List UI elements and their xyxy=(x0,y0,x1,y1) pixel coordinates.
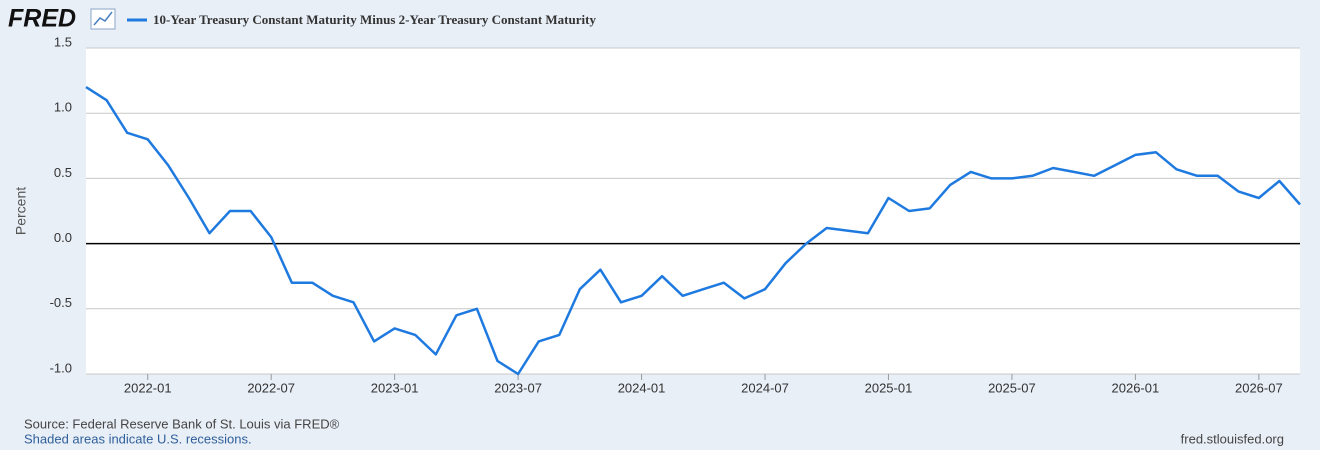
source: Source: Federal Reserve Bank of St. Loui… xyxy=(24,416,340,431)
legend-label: 10-Year Treasury Constant Maturity Minus… xyxy=(153,12,596,27)
x-tick-label: 2026-07 xyxy=(1235,380,1283,395)
x-tick-label: 2024-07 xyxy=(741,380,789,395)
x-tick-label: 2025-01 xyxy=(865,380,913,395)
y-tick-label: 1.5 xyxy=(54,34,72,49)
note: Shaded areas indicate U.S. recessions. xyxy=(24,431,252,446)
x-tick-label: 2023-01 xyxy=(371,380,419,395)
logo: FRED xyxy=(8,5,76,33)
y-tick-label: 0.0 xyxy=(54,230,72,245)
plot-area xyxy=(86,48,1300,374)
y-tick-label: -0.5 xyxy=(50,295,72,310)
y-tick-label: 1.0 xyxy=(54,100,72,115)
y-tick-label: -1.0 xyxy=(50,360,72,375)
x-tick-label: 2022-01 xyxy=(124,380,172,395)
x-tick-label: 2024-01 xyxy=(618,380,666,395)
series-line xyxy=(85,86,1301,376)
y-axis-label: Percent xyxy=(13,187,29,235)
x-tick-label: 2023-07 xyxy=(494,380,542,395)
y-tick-label: 0.5 xyxy=(54,165,72,180)
logo-icon xyxy=(90,8,116,30)
url: fred.stlouisfed.org xyxy=(1181,431,1284,446)
x-tick-label: 2025-07 xyxy=(988,380,1036,395)
x-tick-label: 2026-01 xyxy=(1112,380,1160,395)
x-tick-label: 2022-07 xyxy=(247,380,295,395)
